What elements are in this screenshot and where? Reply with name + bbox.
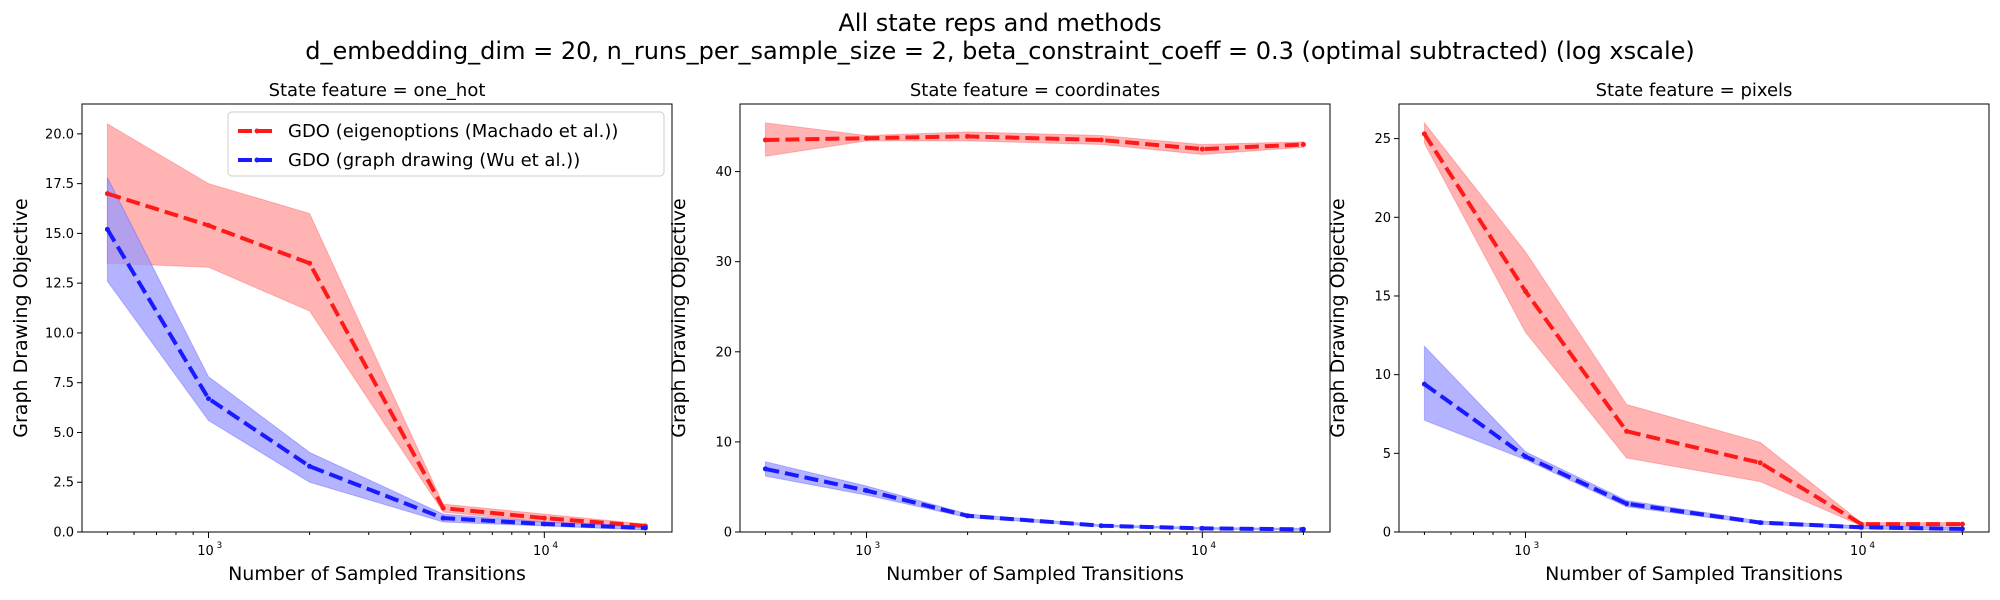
y-tick-label: 20 (715, 345, 732, 360)
x-tick-label-exponent: 4 (1869, 541, 1875, 551)
data-point-red-6 (1300, 142, 1306, 147)
panel-title: State feature = coordinates (910, 80, 1160, 101)
y-tick-label: 10 (715, 435, 732, 450)
axes-frame (81, 103, 673, 533)
y-tick-label: 7.5 (53, 376, 74, 391)
data-point-red-5 (1199, 146, 1205, 152)
panel-title: State feature = pixels (1596, 80, 1793, 101)
y-tick-label: 30 (715, 255, 732, 270)
y-tick-label: 0 (1383, 526, 1391, 541)
data-point-red-4 (440, 505, 446, 511)
y-tick-label: 5 (1383, 447, 1391, 462)
legend-label: GDO (eigenoptions (Machado et al.)) (288, 121, 618, 142)
data-point-blue-6 (1300, 526, 1306, 532)
y-axis-label: Graph Drawing Objective (1327, 198, 1349, 437)
data-point-red-1 (762, 137, 768, 143)
figure-subtitle: d_embedding_dim = 20, n_runs_per_sample_… (305, 37, 1695, 65)
data-point-blue-2 (864, 488, 869, 494)
data-point-red-4 (1098, 137, 1104, 143)
x-tick-label-exponent: 3 (1534, 541, 1540, 551)
legend-marker-red (254, 128, 260, 134)
x-axis-label: Number of Sampled Transitions (228, 563, 526, 585)
x-tick-label: 10 (855, 544, 872, 559)
data-point-blue-2 (1523, 454, 1528, 459)
data-point-red-3 (965, 133, 971, 139)
confidence-band-red (106, 123, 646, 529)
x-tick-label: 10 (1191, 544, 1208, 559)
data-point-red-2 (206, 222, 211, 228)
x-tick-label-exponent: 3 (217, 541, 223, 551)
x-tick-label: 10 (1514, 544, 1531, 559)
confidence-band-blue (764, 461, 1304, 531)
data-point-blue-1 (104, 226, 110, 232)
legend: GDO (eigenoptions (Machado et al.)) GDO (… (227, 111, 665, 177)
y-tick-label: 0 (724, 526, 732, 541)
legend-marker-blue (254, 157, 260, 163)
series-line-blue (1423, 382, 1963, 531)
data-point-blue-5 (541, 521, 547, 527)
chart-panel-1: 0.02.55.07.510.012.515.017.520.010 3 10 4St… (10, 80, 673, 585)
panel-title: State feature = one_hot (269, 80, 486, 101)
data-point-blue-3 (965, 513, 971, 519)
legend-label: GDO (graph drawing (Wu et al.)) (288, 150, 580, 171)
series-line-red (765, 134, 1304, 152)
data-point-red-4 (1757, 460, 1763, 466)
y-tick-label: 10.0 (45, 326, 74, 341)
data-point-red-6 (1959, 521, 1965, 527)
y-axis-label: Graph Drawing Objective (668, 198, 690, 437)
data-point-red-1 (104, 191, 110, 197)
data-point-blue-1 (1421, 381, 1427, 387)
data-point-blue-1 (762, 466, 768, 472)
legend-box (227, 111, 665, 177)
data-point-blue-3 (307, 463, 313, 469)
y-axis-label: Graph Drawing Objective (10, 198, 32, 437)
axes-frame (1398, 103, 1990, 533)
data-point-red-3 (307, 260, 313, 266)
data-point-blue-6 (642, 525, 648, 531)
data-point-blue-6 (1959, 526, 1965, 532)
x-tick-label-exponent: 4 (552, 541, 558, 551)
data-point-red-3 (1624, 428, 1630, 434)
x-tick-label: 10 (197, 544, 214, 559)
y-tick-label: 20.0 (45, 127, 74, 142)
confidence-band-red (1423, 121, 1963, 527)
data-point-blue-4 (1757, 520, 1763, 526)
figure-title: All state reps and methods (838, 9, 1162, 37)
series-line-blue (105, 228, 646, 530)
y-tick-label: 40 (715, 165, 732, 180)
y-tick-label: 15.0 (45, 227, 74, 242)
series-line-red (106, 191, 646, 528)
x-tick-label-exponent: 3 (875, 541, 881, 551)
series-line-blue (764, 466, 1304, 532)
x-tick-label-exponent: 4 (1210, 541, 1216, 551)
data-point-red-1 (1421, 131, 1427, 137)
y-tick-label: 10 (1374, 368, 1391, 383)
x-axis-label: Number of Sampled Transitions (886, 563, 1184, 585)
y-tick-label: 20 (1374, 211, 1391, 226)
data-point-blue-5 (1858, 524, 1864, 530)
axes-frame (739, 103, 1331, 533)
data-point-blue-5 (1199, 525, 1205, 531)
y-tick-label: 0.0 (53, 526, 74, 541)
y-tick-label: 17.5 (45, 177, 74, 192)
data-point-blue-4 (440, 515, 446, 521)
y-tick-label: 25 (1374, 132, 1391, 147)
y-tick-label: 2.5 (53, 476, 74, 491)
data-point-red-2 (1523, 288, 1528, 294)
x-tick-label: 10 (1850, 544, 1867, 559)
series-line-red (1422, 132, 1963, 527)
y-tick-label: 12.5 (45, 277, 74, 292)
data-point-red-2 (864, 135, 869, 141)
x-tick-label: 10 (533, 544, 550, 559)
y-tick-label: 15 (1374, 289, 1391, 304)
data-point-blue-3 (1624, 501, 1630, 507)
data-point-blue-4 (1098, 523, 1104, 529)
y-tick-label: 5.0 (53, 426, 74, 441)
data-point-blue-2 (206, 396, 211, 402)
x-axis-label: Number of Sampled Transitions (1545, 563, 1843, 585)
data-point-red-5 (541, 515, 547, 521)
